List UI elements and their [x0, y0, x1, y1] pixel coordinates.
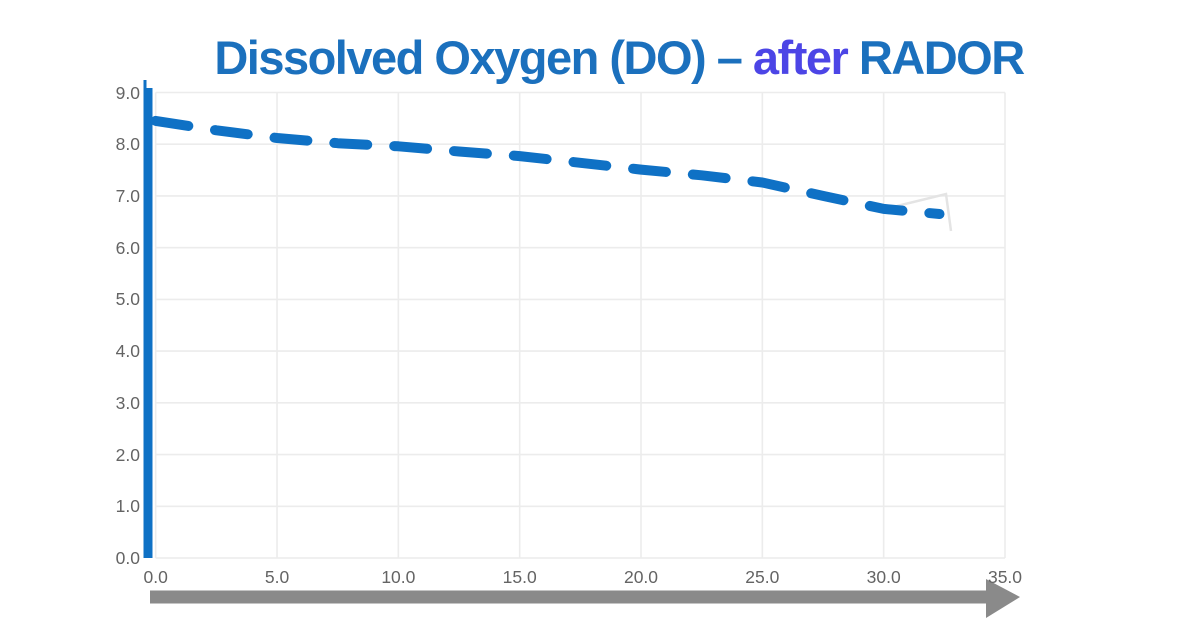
y-axis-bar	[143, 88, 153, 558]
y-tick-label: 2.0	[115, 444, 140, 465]
faint-annotation-mark	[896, 192, 953, 232]
x-tick-label: 35.0	[987, 567, 1023, 587]
x-tick-label: 30.0	[866, 567, 901, 587]
y-tick-label: 7.0	[115, 185, 140, 206]
x-tick-label: 20.0	[623, 567, 659, 587]
y-axis-bar-tip	[143, 80, 147, 94]
y-tick-label: 0.0	[115, 548, 140, 568]
x-axis-arrow-head-icon	[986, 579, 1020, 618]
x-tick-label: 5.0	[264, 567, 290, 587]
y-tick-label: 6.0	[115, 237, 140, 258]
x-tick-label: 25.0	[745, 567, 780, 587]
y-tick-label: 1.0	[115, 496, 140, 517]
chart-title-main: Dissolved Oxygen (DO) –	[214, 31, 753, 84]
x-tick-label: 10.0	[381, 567, 416, 587]
chart-title: Dissolved Oxygen (DO) – after RADOR	[0, 30, 1200, 85]
x-axis-arrow-shaft	[150, 590, 988, 604]
chart-title-accent: after	[752, 31, 849, 84]
do-series-line	[150, 115, 945, 219]
y-tick-label: 4.0	[115, 341, 140, 362]
y-tick-label: 3.0	[115, 392, 140, 413]
y-tick-label: 8.0	[115, 134, 140, 155]
chart-title-tail: RADOR	[847, 31, 1025, 84]
y-tick-label: 9.0	[115, 82, 140, 103]
y-tick-label: 5.0	[115, 289, 140, 310]
x-tick-label: 15.0	[502, 567, 537, 587]
x-tick-label: 0.0	[143, 567, 168, 587]
